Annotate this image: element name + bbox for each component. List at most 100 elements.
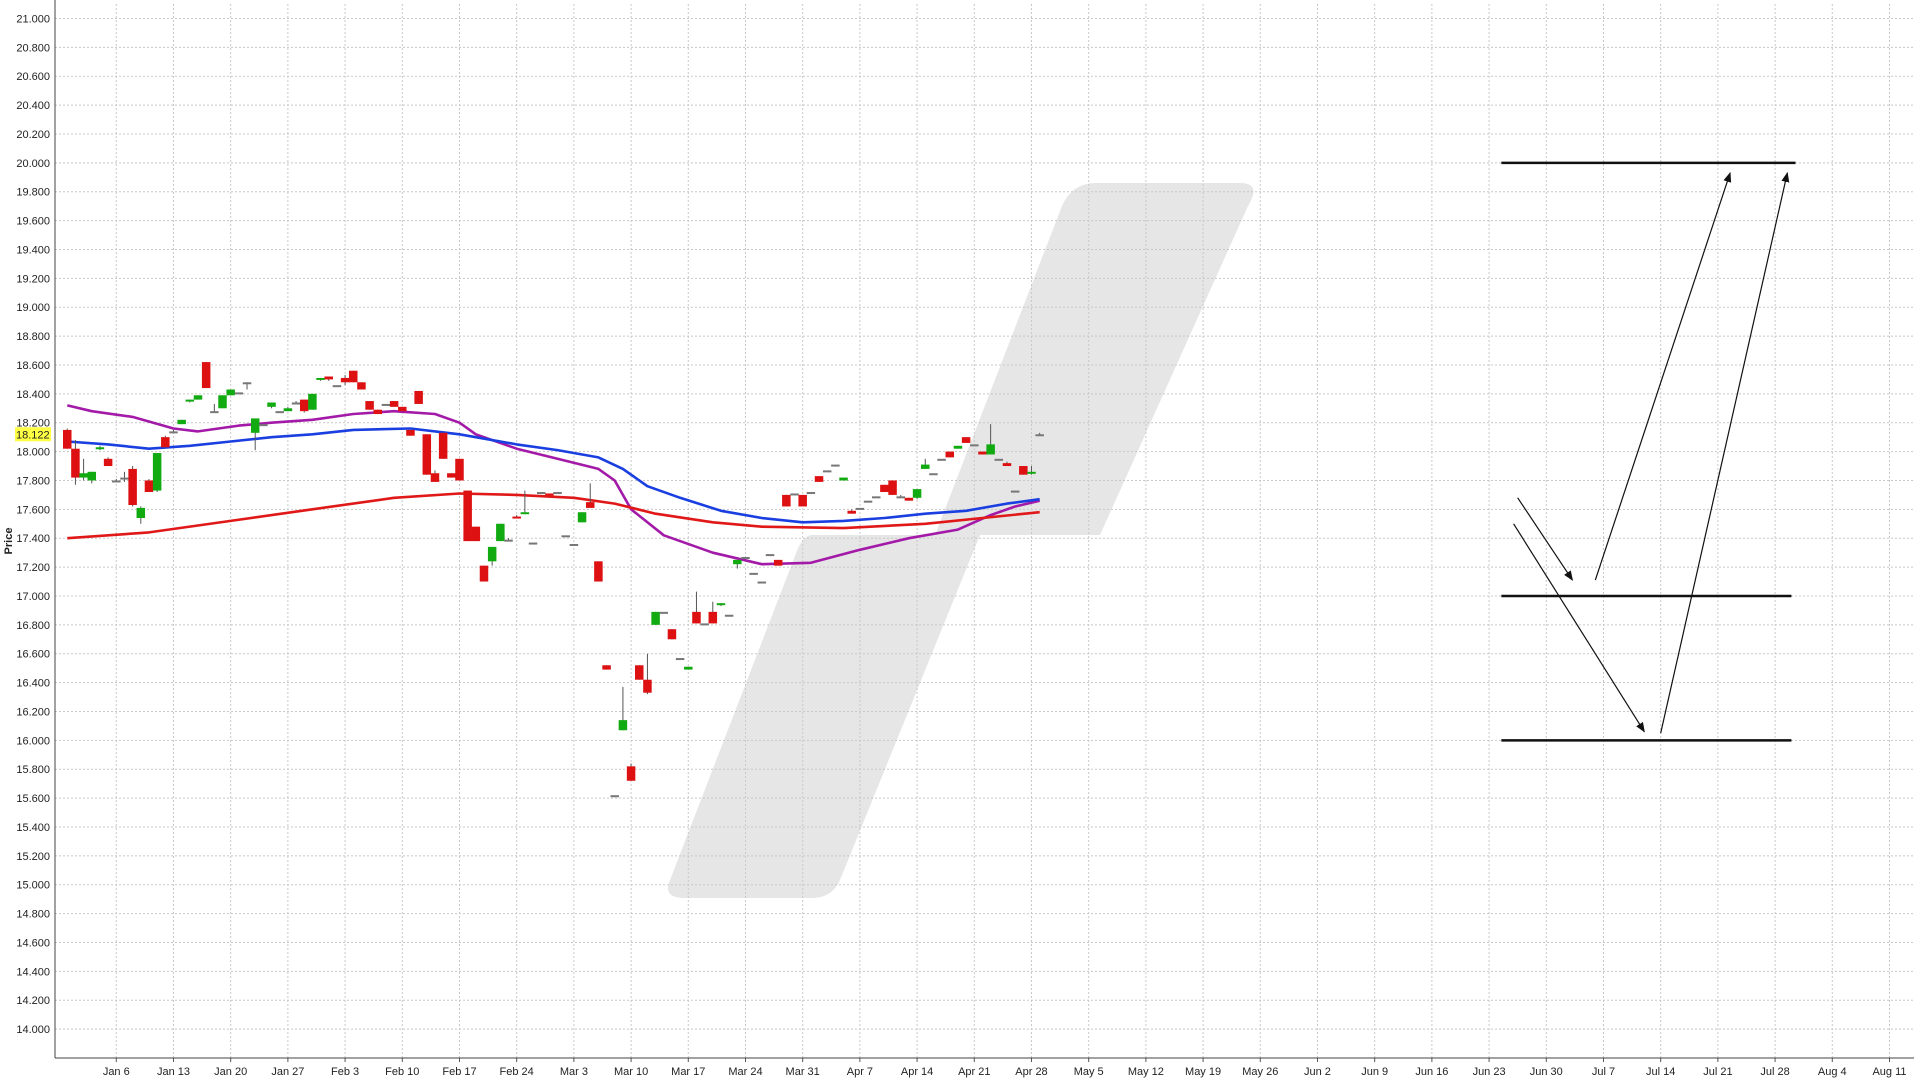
x-tick-label: Jan 6: [103, 1066, 130, 1078]
candle-body: [1010, 490, 1020, 493]
x-tick-label: Apr 21: [958, 1066, 990, 1078]
candle-body: [700, 623, 709, 626]
x-tick-label: Jan 13: [157, 1066, 190, 1078]
candle-body: [733, 559, 742, 565]
x-tick-label: Aug 4: [1818, 1066, 1847, 1078]
y-tick-label: 18.800: [16, 331, 50, 343]
candle-body: [242, 382, 252, 385]
candle-body: [806, 492, 816, 495]
x-tick-label: Mar 17: [671, 1066, 705, 1078]
y-tick-label: 14.800: [16, 909, 50, 921]
candle-body: [414, 390, 423, 404]
candle-body: [798, 494, 807, 507]
projection-arrow: [1594, 171, 1732, 581]
y-tick-label: 14.200: [16, 995, 50, 1007]
y-tick-label: 18.400: [16, 389, 50, 401]
x-tick-label: Jun 2: [1304, 1066, 1331, 1078]
candle-body: [332, 385, 342, 388]
candle-body: [1002, 463, 1012, 467]
candle-body: [250, 418, 260, 433]
x-tick-label: Mar 10: [614, 1066, 648, 1078]
candle-body: [986, 444, 995, 455]
candle-body: [226, 389, 235, 396]
candle-body: [667, 629, 677, 640]
candle-body: [708, 611, 718, 624]
candle-body: [659, 611, 669, 614]
candle-body: [193, 395, 203, 400]
x-tick-label: Apr 14: [901, 1066, 933, 1078]
candle-body: [790, 493, 799, 496]
x-tick-label: May 12: [1128, 1066, 1164, 1078]
candle-body: [912, 489, 922, 498]
candle-body: [749, 572, 758, 575]
candle-body: [643, 679, 652, 693]
y-tick-label: 19.400: [16, 244, 50, 256]
y-tick-label: 15.000: [16, 880, 50, 892]
x-tick-label: Feb 24: [500, 1066, 534, 1078]
x-tick-label: Mar 24: [728, 1066, 762, 1078]
candle-body: [103, 458, 113, 467]
x-tick-label: Apr 7: [847, 1066, 873, 1078]
candle-body: [822, 470, 832, 473]
x-tick-label: Jun 30: [1530, 1066, 1563, 1078]
x-tick-label: May 19: [1185, 1066, 1221, 1078]
candle-body: [577, 512, 587, 523]
candle-body: [455, 458, 464, 481]
candle-body: [365, 401, 374, 410]
candle-body: [585, 502, 595, 508]
candle-body: [602, 665, 611, 670]
y-tick-label: 15.200: [16, 851, 50, 863]
candle-body: [741, 556, 750, 559]
projection-arrow: [1517, 497, 1573, 581]
candle-body: [937, 458, 946, 461]
y-tick-label: 15.800: [16, 764, 50, 776]
y-tick-label: 21.000: [16, 13, 50, 25]
candle-body: [675, 658, 685, 661]
candle-body: [1019, 466, 1028, 475]
candle-body: [757, 581, 767, 584]
candle-body: [63, 429, 72, 449]
x-tick-label: Jul 14: [1646, 1066, 1675, 1078]
candle-body: [1027, 471, 1036, 474]
x-tick-label: Jun 9: [1361, 1066, 1388, 1078]
candle-body: [626, 766, 636, 781]
candle-body: [594, 561, 603, 582]
candle-body: [161, 437, 170, 448]
candle-body: [716, 603, 726, 606]
y-tick-label: 15.400: [16, 822, 50, 834]
candle-body: [275, 411, 284, 414]
candle-body: [389, 401, 399, 407]
x-tick-label: Aug 11: [1872, 1066, 1906, 1078]
candle-body: [569, 543, 579, 546]
candle-body: [79, 473, 88, 478]
candle-body: [210, 411, 219, 414]
candle-body: [961, 437, 971, 443]
candle-body: [561, 535, 570, 538]
candle-body: [1035, 434, 1044, 437]
y-tick-label: 20.600: [16, 71, 50, 83]
candle-body: [839, 477, 848, 481]
candle-body: [929, 473, 938, 476]
candle-body: [618, 720, 628, 731]
watermark-logo: [667, 183, 1254, 898]
candle-body: [994, 458, 1004, 461]
candle-body: [71, 448, 80, 478]
candle-body: [520, 512, 530, 515]
projection-arrow: [1660, 171, 1790, 734]
candle-body: [863, 500, 873, 503]
candle-body: [128, 468, 137, 506]
candle-body: [978, 451, 987, 455]
candle-body: [95, 447, 105, 450]
candle-body: [430, 473, 440, 482]
candle-body: [970, 444, 979, 447]
candle-body: [814, 476, 824, 482]
candle-body: [463, 490, 472, 542]
x-tick-label: May 5: [1074, 1066, 1104, 1078]
candle-body: [381, 403, 391, 406]
candle-body: [447, 473, 456, 478]
candle-body: [953, 445, 963, 449]
candle-body: [136, 507, 146, 519]
y-tick-label: 15.600: [16, 793, 50, 805]
candle-body: [921, 464, 930, 469]
y-tick-label: 18.200: [16, 418, 50, 430]
